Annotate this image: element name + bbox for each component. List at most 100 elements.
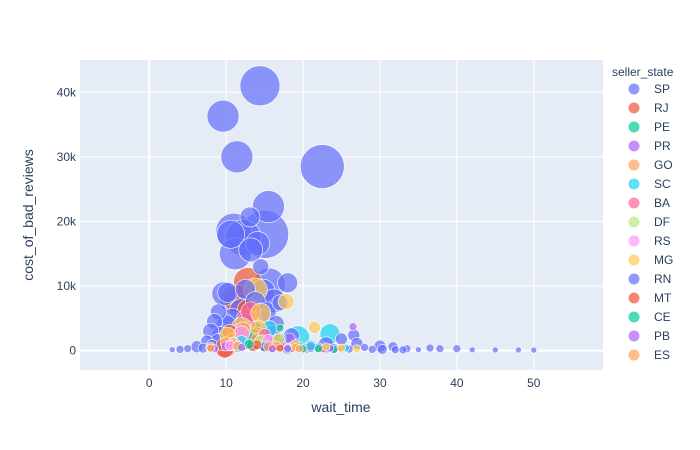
legend-label: PB — [654, 329, 670, 343]
data-point-sp[interactable] — [360, 343, 369, 352]
legend-label: MT — [654, 291, 672, 305]
data-point-sp[interactable] — [398, 345, 408, 355]
legend-marker — [628, 330, 640, 342]
x-tick-label: 10 — [219, 376, 233, 390]
legend-marker — [628, 102, 640, 114]
x-tick-label: 50 — [527, 376, 541, 390]
data-point-sp[interactable] — [425, 343, 435, 353]
legend-marker — [628, 311, 640, 323]
data-point-sp[interactable] — [530, 346, 538, 354]
legend-marker — [628, 121, 640, 133]
data-point-sp[interactable] — [238, 237, 264, 263]
data-point-go[interactable] — [206, 343, 216, 353]
y-tick-label: 0 — [69, 344, 76, 358]
data-point-mg[interactable] — [352, 344, 362, 353]
x-tick-label: 30 — [373, 376, 387, 390]
legend-item-rj[interactable]: RJ — [628, 101, 669, 115]
data-point-mg[interactable] — [337, 343, 346, 353]
legend-item-rs[interactable]: RS — [628, 234, 671, 248]
legend-label: BA — [654, 196, 670, 210]
data-point-rn[interactable] — [283, 344, 292, 353]
legend-label: ES — [654, 348, 670, 362]
data-point-sp[interactable] — [216, 220, 246, 249]
y-axis-title: cost_of_bad_reviews — [20, 149, 36, 281]
legend-item-rn[interactable]: RN — [628, 272, 672, 286]
data-point-sp[interactable] — [492, 346, 499, 354]
legend-item-df[interactable]: DF — [628, 215, 671, 229]
data-point-mg[interactable] — [277, 293, 295, 310]
legend-label: MG — [654, 253, 673, 267]
x-tick-label: 40 — [450, 376, 464, 390]
data-point-sp[interactable] — [435, 344, 445, 353]
data-point-sp[interactable] — [391, 345, 400, 354]
data-point-mg[interactable] — [321, 342, 331, 352]
legend-item-mt[interactable]: MT — [628, 291, 672, 305]
data-point-sp[interactable] — [220, 140, 254, 174]
data-point-sp[interactable] — [206, 99, 240, 133]
plot-background — [80, 60, 603, 370]
legend-marker — [628, 216, 640, 228]
data-point-sp[interactable] — [335, 332, 348, 346]
data-point-sp[interactable] — [239, 206, 261, 228]
legend-item-sc[interactable]: SC — [628, 177, 672, 191]
legend-label: RJ — [654, 101, 669, 115]
y-tick-label: 40k — [57, 85, 77, 99]
data-point-sp[interactable] — [452, 344, 462, 353]
legend-label: PE — [654, 120, 670, 134]
data-point-sp[interactable] — [299, 144, 345, 189]
legend-label: GO — [654, 158, 673, 172]
data-points — [168, 65, 538, 359]
legend-label: SC — [654, 177, 671, 191]
legend-label: RS — [654, 234, 671, 248]
legend-marker — [628, 235, 640, 247]
legend-item-pb[interactable]: PB — [628, 329, 671, 343]
legend-item-go[interactable]: GO — [628, 158, 673, 172]
legend-marker — [628, 83, 640, 95]
data-point-sp[interactable] — [367, 345, 377, 354]
data-point-mt[interactable] — [275, 343, 285, 353]
x-axis-title: wait_time — [310, 399, 370, 415]
legend-label: DF — [654, 215, 670, 229]
data-point-sp[interactable] — [183, 344, 192, 353]
data-point-sp[interactable] — [515, 346, 522, 354]
legend[interactable]: seller_state SP RJ PE PR GO SC BA DF RS MG RN MT CE P… — [612, 65, 674, 362]
legend-marker — [628, 273, 640, 285]
legend-item-ce[interactable]: CE — [628, 310, 671, 324]
legend-marker — [628, 159, 640, 171]
data-point-pr[interactable] — [348, 322, 358, 332]
legend-label: CE — [654, 310, 671, 324]
axis-ticks: 0 10 20 30 40 50 0 10k 20k 30k 40k — [57, 85, 541, 390]
data-point-sp[interactable] — [277, 272, 298, 294]
data-point-pe[interactable] — [314, 344, 323, 353]
legend-label: PR — [654, 139, 671, 153]
legend-marker — [628, 254, 640, 266]
x-tick-label: 0 — [146, 376, 153, 390]
legend-item-sp[interactable]: SP — [628, 82, 671, 96]
data-point-pb[interactable] — [237, 343, 246, 352]
data-point-mg[interactable] — [308, 321, 321, 334]
legend-item-es[interactable]: ES — [628, 348, 671, 362]
legend-item-pr[interactable]: PR — [628, 139, 672, 153]
legend-item-ba[interactable]: BA — [628, 196, 671, 210]
data-point-sp[interactable] — [168, 346, 176, 353]
data-point-sp[interactable] — [239, 65, 281, 107]
data-point-sp[interactable] — [376, 344, 388, 355]
data-point-sp[interactable] — [175, 345, 185, 354]
data-point-pe[interactable] — [275, 323, 285, 333]
legend-title: seller_state — [612, 65, 674, 79]
data-point-sp[interactable] — [468, 346, 476, 354]
legend-label: SP — [654, 82, 670, 96]
legend-marker — [628, 197, 640, 209]
y-tick-label: 30k — [57, 150, 77, 164]
legend-item-mg[interactable]: MG — [628, 253, 674, 267]
data-point-sp[interactable] — [252, 258, 270, 275]
y-tick-label: 10k — [57, 279, 77, 293]
data-point-sp[interactable] — [252, 190, 285, 223]
data-point-es[interactable] — [294, 344, 304, 353]
data-point-sp[interactable] — [217, 282, 238, 303]
legend-marker — [628, 292, 640, 304]
legend-item-pe[interactable]: PE — [628, 120, 671, 134]
data-point-pb[interactable] — [267, 344, 277, 353]
data-point-sp[interactable] — [415, 346, 422, 353]
